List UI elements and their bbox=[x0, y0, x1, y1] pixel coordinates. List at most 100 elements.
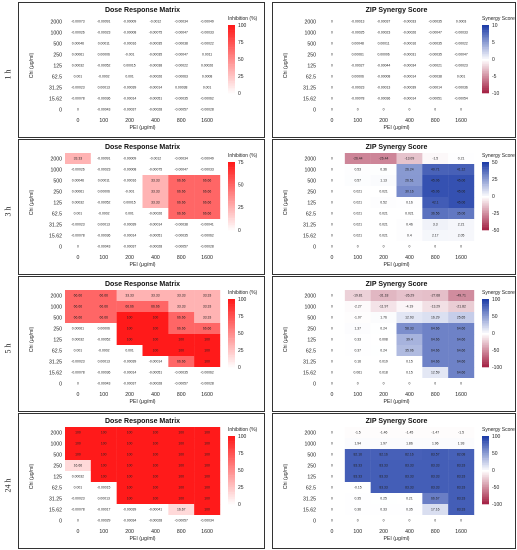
cell-label: -0.00026 bbox=[403, 31, 416, 35]
heatmap-cell bbox=[319, 301, 346, 313]
cell-label: 0.021 bbox=[379, 223, 388, 227]
legend-swatch bbox=[228, 74, 235, 77]
cell-label: 100 bbox=[153, 453, 159, 457]
y-tick-label: 0 bbox=[313, 107, 316, 113]
heatmap-cell bbox=[194, 323, 221, 335]
legend-swatch bbox=[228, 45, 235, 48]
heatmap-cell bbox=[168, 82, 195, 94]
legend-swatch bbox=[228, 321, 235, 324]
legend-swatch bbox=[228, 187, 235, 190]
cell-label: 100 bbox=[127, 316, 133, 320]
legend-swatch bbox=[482, 321, 489, 324]
heatmap-svg: ZIP Synergy Score 0 -0.00013 -0.00037 -0.000… bbox=[283, 7, 515, 131]
cell-label: -0.00028 bbox=[149, 519, 162, 523]
y-tick-label: 250 bbox=[307, 189, 316, 195]
heatmap-cell bbox=[448, 164, 475, 176]
heatmap-cell bbox=[116, 230, 143, 242]
heatmap-cell bbox=[344, 323, 371, 335]
legend-swatch bbox=[482, 82, 489, 85]
legend-swatch bbox=[482, 204, 489, 207]
legend-swatch bbox=[482, 453, 489, 455]
heatmap-cell bbox=[319, 27, 346, 39]
legend-swatch bbox=[482, 476, 489, 479]
cell-label: 83.33 bbox=[457, 497, 466, 501]
heatmap-cell bbox=[344, 290, 371, 302]
x-tick-label: 200 bbox=[125, 255, 134, 261]
cell-label: -26.29 bbox=[405, 294, 415, 298]
legend-swatch bbox=[482, 327, 489, 330]
heatmap-cell bbox=[65, 49, 92, 61]
heatmap-cell bbox=[319, 93, 346, 105]
heatmap-cell bbox=[65, 323, 92, 335]
legend-swatch bbox=[228, 201, 235, 204]
heatmap-cell bbox=[142, 345, 169, 357]
cell-label: 0.36 bbox=[380, 168, 387, 172]
cell-label: 0 bbox=[331, 201, 333, 205]
cell-label: -0.00023 bbox=[71, 360, 84, 364]
heatmap-cell bbox=[396, 334, 423, 346]
chart-title: ZIP Synergy Score bbox=[366, 281, 428, 288]
cell-label: -0.00043 bbox=[97, 108, 110, 112]
heatmap-cell bbox=[142, 367, 169, 379]
heatmap-cell bbox=[370, 504, 397, 516]
cell-label: -0.00051 bbox=[149, 234, 162, 238]
heatmap-cell bbox=[422, 449, 449, 461]
cell-label: 100 bbox=[127, 497, 133, 501]
heatmap-cell bbox=[422, 356, 449, 368]
x-tick-label: 100 bbox=[99, 392, 108, 398]
legend-swatch bbox=[228, 67, 235, 70]
cell-label: -0.00037 bbox=[123, 108, 136, 112]
cell-label: -0.00034 bbox=[175, 157, 188, 161]
legend-tick-label: -100 bbox=[492, 502, 502, 508]
cell-label: 83.33 bbox=[457, 464, 466, 468]
heatmap-cell bbox=[194, 175, 221, 187]
heatmap-cell bbox=[90, 504, 117, 516]
cell-label: -0.00047 bbox=[175, 168, 188, 172]
heatmap-cell bbox=[116, 471, 143, 483]
cell-label: 1.76 bbox=[380, 316, 387, 320]
heatmap-cell bbox=[422, 38, 449, 50]
legend-tick-label: -25 bbox=[492, 211, 499, 217]
heatmap-cell bbox=[319, 175, 346, 187]
cell-label: 0 bbox=[357, 108, 359, 112]
heatmap-cell bbox=[168, 104, 195, 116]
legend-swatch bbox=[482, 194, 489, 197]
heatmap-cell bbox=[422, 241, 449, 253]
legend-swatch bbox=[228, 60, 235, 63]
heatmap-cell bbox=[448, 186, 475, 198]
heatmap-cell bbox=[448, 449, 475, 461]
legend-swatch bbox=[228, 439, 235, 442]
heatmap-cell bbox=[65, 27, 92, 39]
legend-swatch bbox=[482, 454, 489, 457]
cell-label: 0 bbox=[331, 508, 333, 512]
cell-label: 0 bbox=[331, 371, 333, 375]
heatmap-cell bbox=[396, 27, 423, 39]
legend-swatch bbox=[482, 356, 489, 359]
zip-synergy-panel-1h: ZIP Synergy Score 0 -0.00013 -0.00037 -0.000… bbox=[272, 2, 516, 138]
heatmap-cell bbox=[142, 27, 169, 39]
cell-label: 25.65 bbox=[457, 316, 466, 320]
heatmap-cell bbox=[319, 356, 346, 368]
heatmap-cell bbox=[168, 219, 195, 231]
legend-swatch bbox=[228, 31, 235, 34]
heatmap-cell bbox=[344, 438, 371, 450]
cell-label: -0.00078 bbox=[71, 508, 84, 512]
heatmap-cell bbox=[65, 208, 92, 220]
cell-label: 0 bbox=[331, 486, 333, 490]
cell-label: 0 bbox=[383, 245, 385, 249]
heatmap-cell bbox=[396, 312, 423, 324]
cell-label: 100 bbox=[153, 338, 159, 342]
cell-label: 39.4 bbox=[406, 338, 413, 342]
heatmap-cell bbox=[344, 460, 371, 472]
cell-label: -1.46 bbox=[380, 431, 388, 435]
heatmap-cell bbox=[116, 438, 143, 450]
legend-swatch bbox=[482, 35, 489, 38]
heatmap-cell bbox=[422, 290, 449, 302]
cell-label: -0.00051 bbox=[429, 97, 442, 101]
legend-swatch bbox=[228, 449, 235, 452]
legend-swatch bbox=[482, 45, 489, 48]
heatmap-cell bbox=[194, 334, 221, 346]
cell-label: -0.00014 bbox=[403, 75, 416, 79]
heatmap-cell bbox=[194, 60, 221, 72]
cell-label: -0.00052 bbox=[97, 201, 110, 205]
